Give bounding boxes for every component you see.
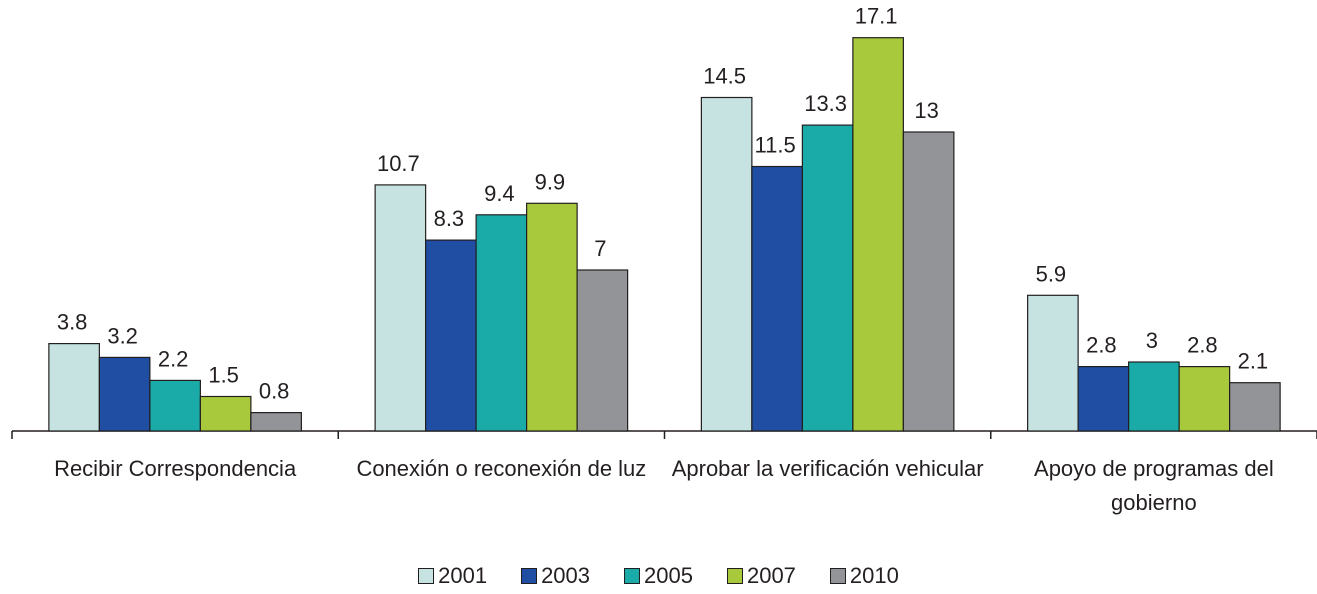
value-label: 0.8 (259, 379, 290, 404)
value-label: 14.5 (703, 64, 746, 89)
value-label: 9.4 (484, 181, 515, 206)
legend-swatch (521, 568, 538, 584)
legend-swatch (829, 568, 846, 584)
legend-swatch (418, 568, 435, 584)
category-label: Apoyo de programas del gobierno (1034, 456, 1274, 515)
value-label: 1.5 (208, 363, 239, 388)
bar (576, 269, 629, 432)
bar (98, 356, 151, 432)
legend-label: 2005 (644, 563, 693, 588)
bar (48, 343, 100, 432)
legend-item: 2001 (418, 563, 487, 589)
bar (199, 395, 252, 432)
legend-label: 2007 (746, 563, 796, 588)
legend-item: 2003 (521, 563, 590, 589)
bar (250, 412, 302, 432)
bar (902, 131, 955, 432)
bar (700, 96, 753, 432)
bar (149, 379, 201, 432)
legend-label: 2001 (438, 563, 488, 588)
value-label: 3.8 (57, 310, 88, 335)
value-label: 7 (594, 236, 606, 261)
value-label: 9.9 (535, 169, 566, 194)
category-label: Aprobar la verificación vehicular (671, 456, 984, 481)
category-label: Conexión o reconexión de luz (356, 456, 647, 481)
bar (374, 184, 427, 432)
bar (852, 37, 904, 432)
legend-label: 2003 (541, 563, 591, 588)
bar (526, 202, 578, 432)
legend-swatch (624, 568, 641, 584)
bar (1178, 366, 1231, 432)
value-label: 5.9 (1036, 261, 1067, 286)
value-label: 3 (1146, 328, 1158, 353)
bar (1077, 366, 1130, 432)
legend-item: 2007 (726, 563, 796, 589)
bar (801, 124, 854, 432)
value-label: 17.1 (855, 4, 898, 29)
legend-swatch (726, 568, 743, 584)
category-label: Recibir Correspondencia (54, 456, 297, 481)
bar (425, 239, 477, 432)
value-label: 13.3 (804, 91, 847, 116)
bar (1229, 382, 1281, 432)
value-label: 11.5 (755, 133, 796, 158)
bar (1027, 294, 1079, 432)
value-label: 2.8 (1187, 333, 1218, 358)
value-label: 2.1 (1238, 349, 1269, 374)
value-label: 13 (914, 98, 938, 123)
bar (475, 214, 528, 432)
value-label: 8.3 (434, 206, 465, 231)
value-label: 10.7 (377, 151, 420, 176)
legend-item: 2010 (829, 563, 899, 589)
value-label: 2.2 (158, 346, 189, 371)
bar (1128, 361, 1180, 432)
legend: 2001 2003 2005 2007 2010 (0, 563, 1317, 589)
value-label: 2.8 (1086, 333, 1117, 358)
bar (751, 165, 803, 432)
legend-label: 2010 (849, 563, 899, 588)
legend-item: 2005 (624, 563, 693, 589)
value-label: 3.2 (107, 323, 138, 348)
